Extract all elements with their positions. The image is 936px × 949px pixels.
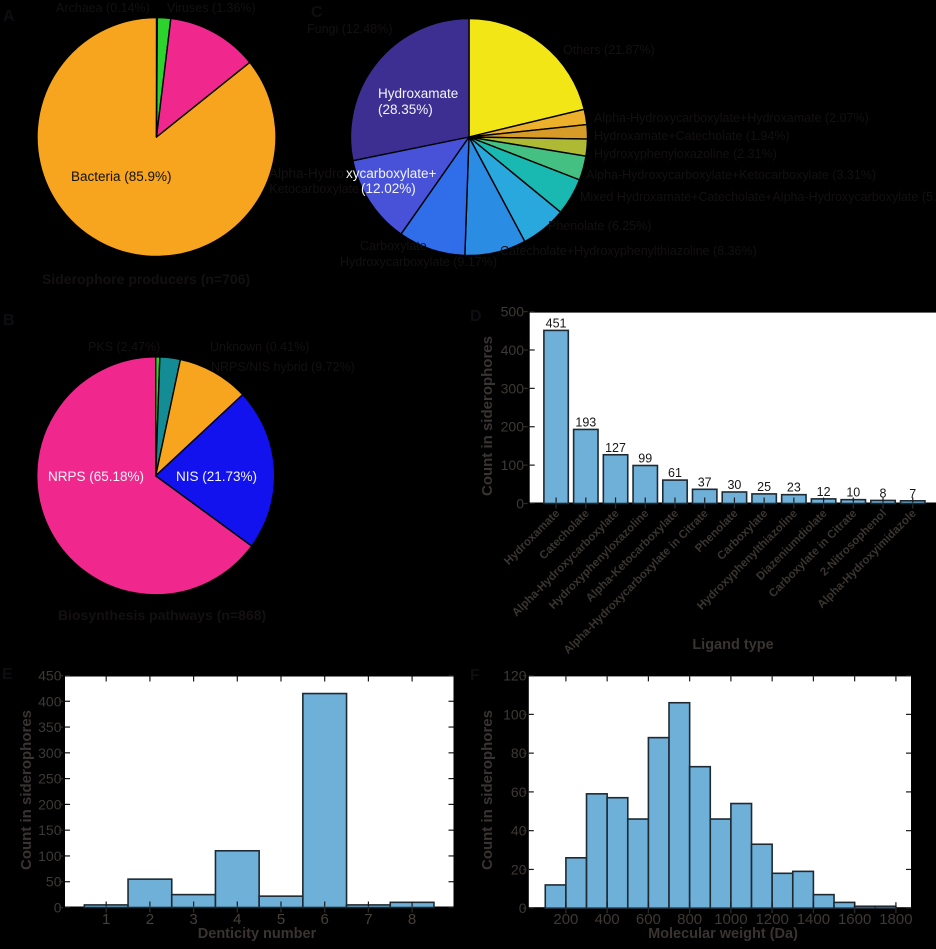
- svg-text:400: 400: [595, 911, 620, 928]
- svg-text:1800: 1800: [879, 911, 912, 928]
- svg-text:800: 800: [677, 911, 702, 928]
- svg-text:150: 150: [38, 822, 62, 838]
- svg-text:8: 8: [408, 911, 416, 928]
- svg-text:350: 350: [38, 719, 62, 735]
- svg-text:400: 400: [38, 693, 62, 709]
- svg-text:127: 127: [605, 441, 626, 455]
- svg-text:20: 20: [511, 861, 527, 877]
- svg-text:1400: 1400: [797, 911, 830, 928]
- svg-text:Unknown (0.41%): Unknown (0.41%): [210, 340, 309, 354]
- svg-text:12: 12: [817, 485, 831, 499]
- svg-text:Others (21.87%): Others (21.87%): [563, 43, 655, 57]
- svg-text:50: 50: [46, 874, 62, 890]
- svg-text:Siderophore producers (n=706): Siderophore producers (n=706): [42, 271, 250, 287]
- svg-text:7: 7: [909, 487, 916, 501]
- svg-text:Archaea (0.14%): Archaea (0.14%): [56, 1, 150, 15]
- svg-text:2: 2: [146, 911, 154, 928]
- svg-text:0: 0: [516, 496, 524, 512]
- svg-text:Alpha-Hydroxycarboxylate+Ketoc: Alpha-Hydroxycarboxylate+Ketocarboxylate…: [586, 168, 876, 182]
- svg-text:0: 0: [54, 900, 62, 916]
- svg-text:1000: 1000: [714, 911, 747, 928]
- svg-text:Count in siderophores: Count in siderophores: [18, 710, 35, 870]
- svg-text:30: 30: [727, 478, 741, 492]
- svg-text:(28.35%): (28.35%): [378, 102, 433, 117]
- svg-text:Mixed Hydroxamate+Catecholate+: Mixed Hydroxamate+Catecholate+Alpha-Hydr…: [580, 190, 936, 204]
- svg-text:Carboxylate: Carboxylate: [360, 239, 427, 253]
- svg-text:40: 40: [511, 823, 527, 839]
- svg-text:C: C: [311, 4, 323, 21]
- svg-text:0: 0: [519, 900, 527, 916]
- svg-text:Hydroxyphenyloxazoline (2.31%): Hydroxyphenyloxazoline (2.31%): [594, 147, 777, 161]
- svg-text:Catecholate+Hydroxyphenylthiaz: Catecholate+Hydroxyphenylthiazoline (8.3…: [500, 244, 757, 258]
- svg-text:99: 99: [638, 452, 652, 466]
- svg-text:80: 80: [511, 745, 527, 761]
- svg-text:xycarboxylate+: xycarboxylate+: [346, 166, 437, 181]
- svg-text:200: 200: [553, 911, 578, 928]
- svg-text:300: 300: [38, 745, 62, 761]
- svg-text:Hydroxycarboxylate (9.17%): Hydroxycarboxylate (9.17%): [340, 255, 497, 269]
- svg-text:1600: 1600: [838, 911, 871, 928]
- svg-text:Hydroxamate+Catecholate (1.94%: Hydroxamate+Catecholate (1.94%): [594, 129, 790, 143]
- svg-text:Bacteria (85.9%): Bacteria (85.9%): [71, 169, 172, 184]
- svg-text:600: 600: [636, 911, 661, 928]
- svg-text:451: 451: [546, 316, 567, 330]
- svg-text:10: 10: [846, 486, 860, 500]
- svg-text:6: 6: [321, 911, 329, 928]
- svg-text:Count in siderophores: Count in siderophores: [479, 336, 496, 496]
- svg-text:37: 37: [698, 475, 712, 489]
- svg-text:1200: 1200: [755, 911, 788, 928]
- svg-text:Ligand type: Ligand type: [692, 637, 773, 653]
- svg-text:3: 3: [189, 911, 197, 928]
- svg-text:200: 200: [38, 796, 62, 812]
- svg-text:NRPS/NIS hybrid (9.72%): NRPS/NIS hybrid (9.72%): [211, 360, 355, 374]
- svg-text:1: 1: [102, 911, 110, 928]
- svg-text:61: 61: [668, 466, 682, 480]
- svg-text:Hydroxamate: Hydroxamate: [378, 86, 458, 101]
- svg-text:23: 23: [787, 481, 801, 495]
- svg-text:200: 200: [501, 419, 525, 435]
- svg-text:450: 450: [38, 667, 62, 683]
- svg-text:Ketocarboxylate: Ketocarboxylate: [269, 182, 359, 196]
- svg-text:300: 300: [501, 380, 525, 396]
- svg-text:B: B: [3, 312, 15, 329]
- svg-text:PKS (2.47%): PKS (2.47%): [88, 340, 160, 354]
- svg-text:5: 5: [277, 911, 285, 928]
- svg-text:A: A: [3, 8, 15, 25]
- svg-text:25: 25: [757, 480, 771, 494]
- svg-text:250: 250: [38, 771, 62, 787]
- svg-text:100: 100: [38, 848, 62, 864]
- svg-text:D: D: [470, 308, 482, 325]
- svg-text:Alpha-Hydro: Alpha-Hydro: [269, 166, 344, 181]
- svg-text:NIS (21.73%): NIS (21.73%): [176, 469, 257, 484]
- svg-text:Biosynthesis pathways (n=868): Biosynthesis pathways (n=868): [58, 607, 266, 623]
- svg-text:500: 500: [501, 304, 525, 320]
- svg-text:(12.02%): (12.02%): [361, 181, 416, 196]
- svg-text:Denticity number: Denticity number: [198, 926, 317, 942]
- svg-text:400: 400: [501, 342, 525, 358]
- svg-text:NRPS (65.18%): NRPS (65.18%): [48, 469, 144, 484]
- svg-text:Count in siderophores: Count in siderophores: [479, 710, 496, 870]
- svg-text:8: 8: [880, 486, 887, 500]
- svg-text:Phenolate (6.25%): Phenolate (6.25%): [548, 219, 652, 233]
- svg-text:60: 60: [511, 784, 527, 800]
- svg-text:Viruses (1.36%): Viruses (1.36%): [167, 1, 256, 15]
- svg-text:Alpha-Hydroxycarboxylate+Hydro: Alpha-Hydroxycarboxylate+Hydroxamate (2.…: [594, 111, 869, 125]
- svg-text:100: 100: [503, 706, 527, 722]
- svg-text:193: 193: [575, 415, 596, 429]
- svg-text:4: 4: [233, 911, 241, 928]
- svg-text:100: 100: [501, 457, 525, 473]
- svg-text:Molecular weight (Da): Molecular weight (Da): [648, 926, 798, 942]
- svg-text:E: E: [2, 666, 13, 683]
- svg-text:F: F: [470, 667, 480, 684]
- svg-text:Fungi (12.48%): Fungi (12.48%): [307, 22, 392, 36]
- svg-text:7: 7: [364, 911, 372, 928]
- svg-text:120: 120: [503, 668, 527, 684]
